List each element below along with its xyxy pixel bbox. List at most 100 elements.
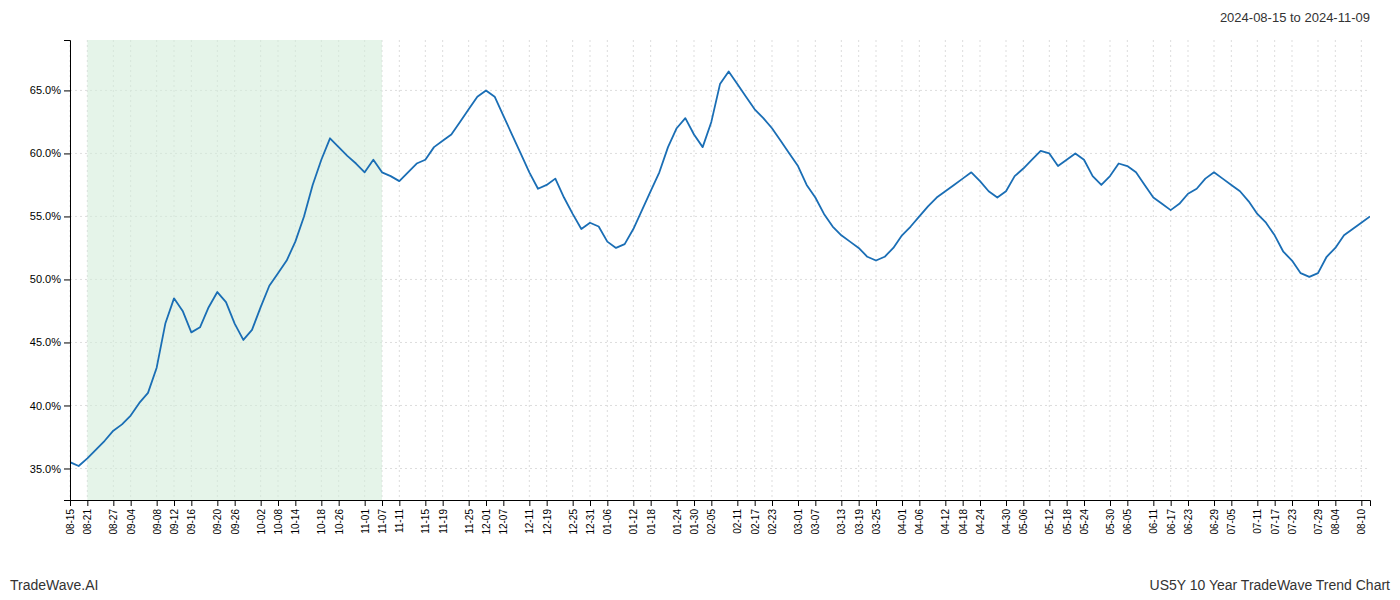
y-tick-mark — [64, 468, 70, 469]
y-tick-label: 60.0% — [30, 147, 61, 159]
x-tick-label: 04-01 — [897, 509, 908, 535]
x-tick-mark — [651, 500, 652, 506]
x-tick-mark — [945, 500, 946, 506]
x-tick: 09-04 — [126, 500, 137, 535]
grid — [70, 40, 1370, 500]
x-tick-mark — [1023, 500, 1024, 506]
x-tick-label: 09-16 — [186, 509, 197, 535]
x-tick-label: 08-15 — [65, 509, 76, 535]
y-tick-mark — [64, 342, 70, 343]
x-tick: 03-01 — [793, 500, 804, 535]
x-tick: 02-05 — [706, 500, 717, 535]
x-tick-mark — [876, 500, 877, 506]
x-tick-mark — [486, 500, 487, 506]
x-tick-label: 05-30 — [1105, 509, 1116, 535]
x-tick-mark — [1335, 500, 1336, 506]
x-tick: 12-07 — [498, 500, 509, 535]
x-tick-mark — [1361, 500, 1362, 506]
x-tick-label: 12-31 — [585, 509, 596, 535]
x-tick: 01-30 — [689, 500, 700, 535]
x-tick: 08-10 — [1356, 500, 1367, 535]
x-tick-mark — [87, 500, 88, 506]
x-tick: 04-01 — [897, 500, 908, 535]
x-tick: 08-15 — [65, 500, 76, 535]
x-tick-label: 05-12 — [1044, 509, 1055, 535]
x-tick-mark — [1153, 500, 1154, 506]
x-tick-label: 12-01 — [481, 509, 492, 535]
x-grid-line — [1084, 40, 1085, 500]
x-tick-label: 02-17 — [750, 509, 761, 535]
x-grid-line — [1231, 40, 1232, 500]
y-tick-mark — [64, 279, 70, 280]
x-tick: 05-12 — [1044, 500, 1055, 535]
x-grid-line — [425, 40, 426, 500]
x-grid-line — [858, 40, 859, 500]
x-tick-mark — [737, 500, 738, 506]
x-tick-label: 11-07 — [377, 509, 388, 534]
x-grid-line — [546, 40, 547, 500]
x-tick: 05-24 — [1079, 500, 1090, 535]
x-tick-mark — [425, 500, 426, 506]
marks — [70, 40, 1370, 500]
x-grid-line — [1292, 40, 1293, 500]
x-tick-mark — [235, 500, 236, 506]
x-tick-label: 07-05 — [1226, 509, 1237, 535]
x-grid-line — [980, 40, 981, 500]
x-tick: 12-31 — [585, 500, 596, 535]
y-tick-label: 40.0% — [30, 399, 61, 411]
x-tick-label: 11-19 — [438, 509, 449, 534]
x-tick: 01-06 — [602, 500, 613, 535]
x-grid-line — [737, 40, 738, 500]
y-tick: 60.0% — [30, 147, 70, 159]
x-tick-label: 10-08 — [273, 509, 284, 535]
x-tick-label: 06-17 — [1166, 509, 1177, 535]
x-tick-label: 12-11 — [524, 509, 535, 534]
x-tick-label: 03-01 — [793, 509, 804, 535]
x-tick: 12-01 — [481, 500, 492, 535]
x-tick-label: 12-07 — [498, 509, 509, 535]
x-grid-line — [945, 40, 946, 500]
x-tick-label: 03-07 — [810, 509, 821, 535]
x-tick-mark — [295, 500, 296, 506]
y-axis-line — [64, 41, 71, 501]
x-tick-mark — [365, 500, 366, 506]
x-tick: 07-05 — [1226, 500, 1237, 535]
x-tick-mark — [529, 500, 530, 506]
x-tick-label: 02-11 — [732, 509, 743, 534]
x-tick: 10-02 — [256, 500, 267, 535]
x-grid-line — [633, 40, 634, 500]
x-grid-line — [1127, 40, 1128, 500]
x-tick: 01-24 — [672, 500, 683, 535]
x-tick: 02-23 — [767, 500, 778, 535]
x-tick-label: 02-23 — [767, 509, 778, 535]
x-tick: 07-17 — [1270, 500, 1281, 535]
y-tick-mark — [64, 153, 70, 154]
x-tick-mark — [1049, 500, 1050, 506]
x-tick: 08-27 — [108, 500, 119, 535]
x-tick: 07-11 — [1252, 500, 1263, 534]
x-tick: 06-23 — [1183, 500, 1194, 535]
x-grid-line — [1110, 40, 1111, 500]
x-tick: 02-17 — [750, 500, 761, 535]
x-tick-mark — [113, 500, 114, 506]
x-tick-label: 09-08 — [152, 509, 163, 535]
x-tick-mark — [1318, 500, 1319, 506]
x-tick: 04-12 — [940, 500, 951, 535]
y-tick-label: 50.0% — [30, 273, 61, 285]
x-tick-label: 10-18 — [316, 509, 327, 535]
x-tick-mark — [1006, 500, 1007, 506]
x-tick-mark — [443, 500, 444, 506]
x-tick-mark — [217, 500, 218, 506]
x-tick-mark — [755, 500, 756, 506]
x-tick-mark — [711, 500, 712, 506]
x-tick: 09-12 — [169, 500, 180, 535]
x-tick-label: 11-01 — [360, 509, 371, 534]
x-tick-mark — [339, 500, 340, 506]
x-tick: 03-25 — [871, 500, 882, 535]
x-tick: 06-11 — [1148, 500, 1159, 534]
x-tick-label: 02-05 — [706, 509, 717, 535]
x-grid-line — [919, 40, 920, 500]
x-tick-mark — [547, 500, 548, 506]
y-tick: 45.0% — [30, 336, 70, 348]
shaded-range — [87, 40, 382, 500]
